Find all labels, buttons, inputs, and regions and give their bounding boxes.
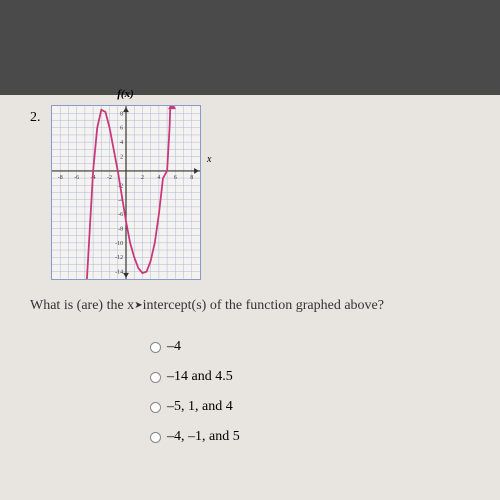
svg-text:8: 8	[190, 175, 193, 181]
radio-icon[interactable]	[150, 402, 161, 413]
option-item[interactable]: –14 and 4.5	[150, 369, 470, 385]
option-item[interactable]: –4	[150, 339, 470, 355]
svg-text:4: 4	[120, 140, 123, 146]
options-list: –4 –14 and 4.5 –5, 1, and 4 –4, –1, and …	[150, 339, 470, 445]
svg-text:-6: -6	[118, 212, 123, 218]
svg-text:-8: -8	[57, 175, 62, 181]
svg-text:-14: -14	[115, 270, 123, 276]
radio-icon[interactable]	[150, 342, 161, 353]
svg-text:8: 8	[120, 111, 123, 117]
svg-text:2: 2	[120, 155, 123, 161]
paper-background: 2. f(x) x -8-6-4-224682468-2-4-6-8-10-12…	[0, 95, 500, 500]
svg-text:-8: -8	[118, 226, 123, 232]
svg-text:-6: -6	[74, 175, 79, 181]
svg-text:6: 6	[120, 126, 123, 132]
x-axis-label: x	[207, 154, 211, 165]
option-label: –14 and 4.5	[167, 369, 233, 385]
option-item[interactable]: –5, 1, and 4	[150, 399, 470, 415]
problem-row: 2. f(x) x -8-6-4-224682468-2-4-6-8-10-12…	[30, 105, 470, 280]
option-label: –5, 1, and 4	[167, 399, 233, 415]
radio-icon[interactable]	[150, 432, 161, 443]
problem-number: 2.	[30, 110, 41, 126]
graph-svg: -8-6-4-224682468-2-4-6-8-10-12-14	[52, 106, 200, 279]
graph-title: f(x)	[117, 88, 134, 100]
option-label: –4, –1, and 5	[167, 429, 240, 445]
svg-text:4: 4	[157, 175, 160, 181]
radio-icon[interactable]	[150, 372, 161, 383]
cursor-icon: ➤	[134, 300, 142, 311]
option-label: –4	[167, 339, 181, 355]
svg-text:-10: -10	[115, 241, 123, 247]
svg-text:-12: -12	[115, 255, 123, 261]
svg-text:-2: -2	[107, 175, 112, 181]
graph-container: f(x) x -8-6-4-224682468-2-4-6-8-10-12-14	[51, 105, 201, 280]
question-prefix: What is (are) the x	[30, 298, 134, 313]
question-suffix: intercept(s) of the function graphed abo…	[143, 298, 384, 313]
svg-text:6: 6	[173, 175, 176, 181]
svg-text:2: 2	[140, 175, 143, 181]
question-text: What is (are) the x➤intercept(s) of the …	[30, 298, 470, 314]
option-item[interactable]: –4, –1, and 5	[150, 429, 470, 445]
